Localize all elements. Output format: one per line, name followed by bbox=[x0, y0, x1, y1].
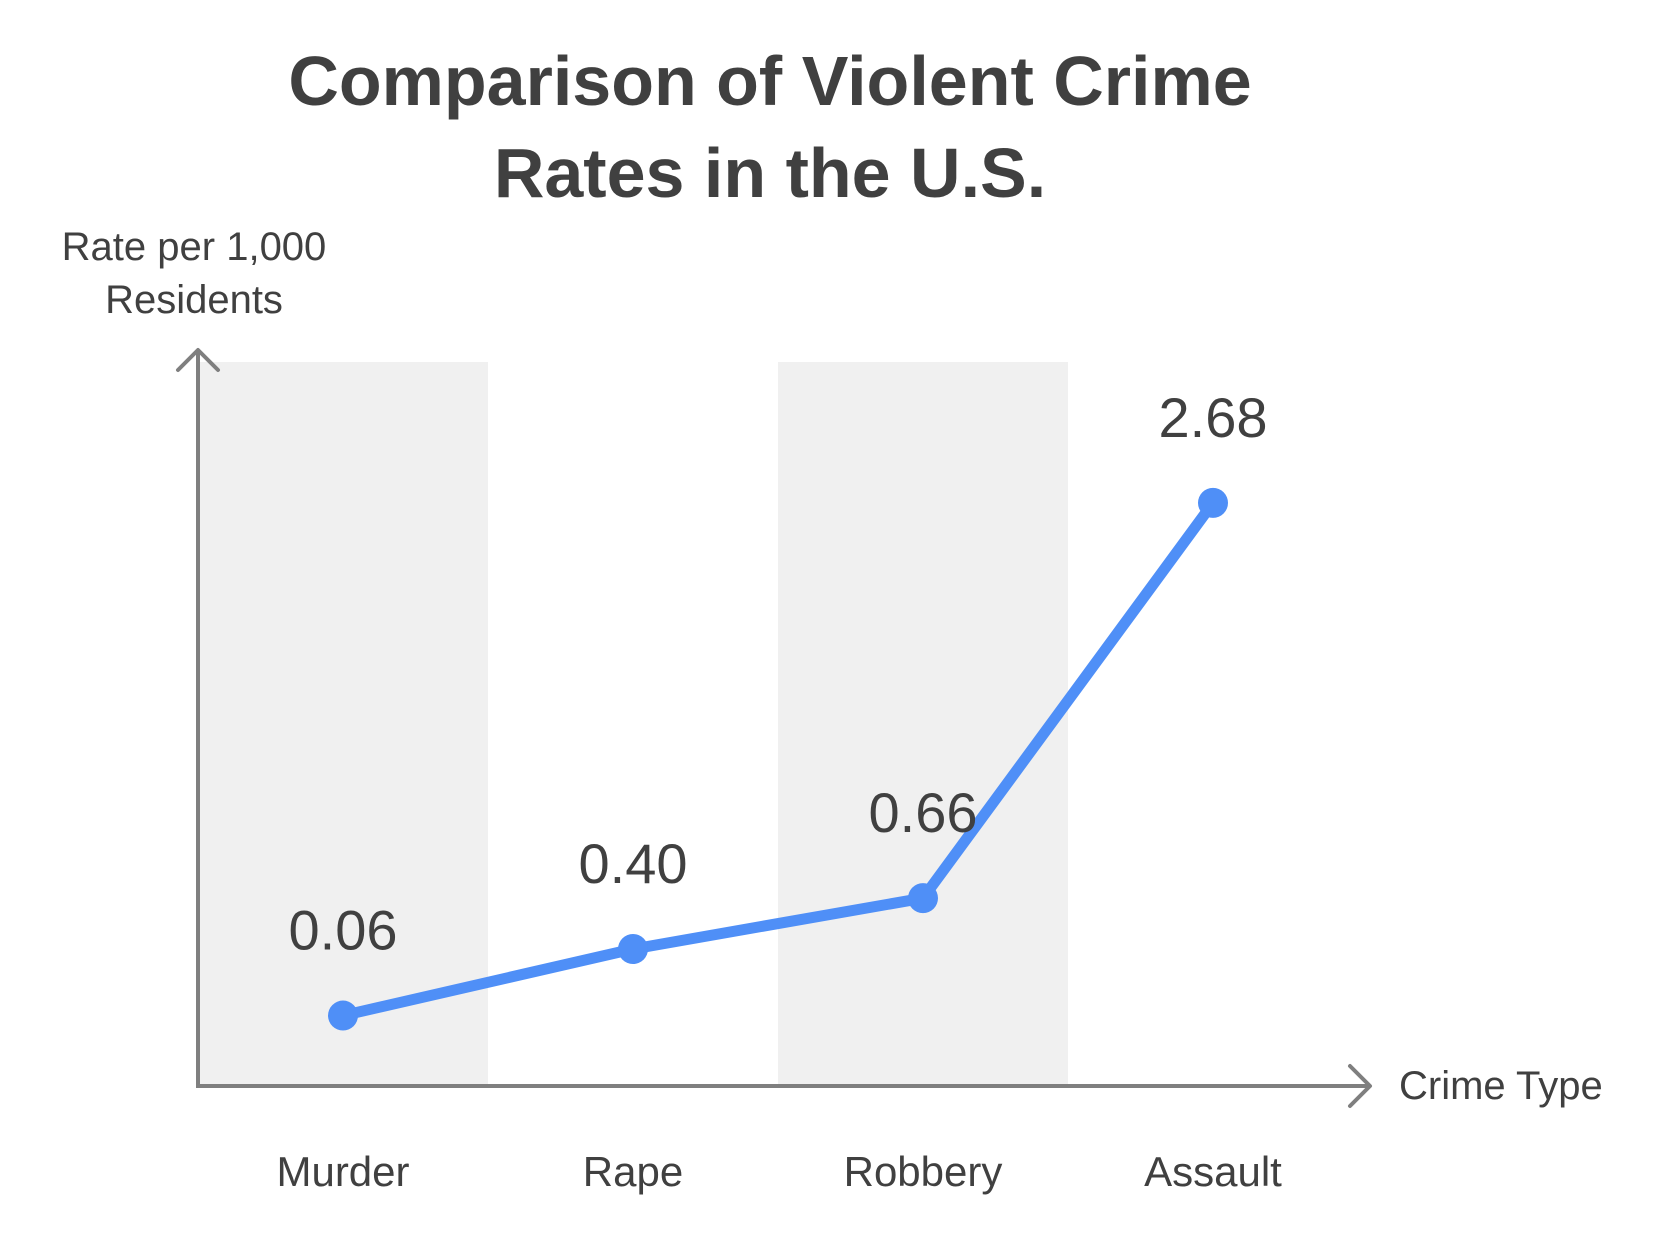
x-axis-label: Crime Type bbox=[1399, 1064, 1603, 1108]
data-label-rape: 0.40 bbox=[579, 832, 688, 895]
y-axis-label-line-2: Residents bbox=[105, 278, 283, 322]
series-line-path bbox=[337, 497, 1219, 1022]
data-points bbox=[328, 487, 1228, 1031]
chart-title: Comparison of Violent Crime Rates in the… bbox=[288, 42, 1251, 212]
y-axis-arrow-icon bbox=[176, 348, 220, 372]
data-point-robbery bbox=[908, 883, 938, 914]
axes bbox=[176, 348, 1372, 1108]
x-axis-arrow-icon bbox=[1348, 1064, 1372, 1108]
x-tick-label-murder: Murder bbox=[276, 1148, 409, 1195]
series-line bbox=[337, 497, 1219, 1022]
x-tick-label-assault: Assault bbox=[1144, 1148, 1282, 1195]
x-tick-label-rape: Rape bbox=[583, 1148, 683, 1195]
data-label-murder: 0.06 bbox=[289, 899, 398, 962]
chart-title-line-2: Rates in the U.S. bbox=[494, 134, 1046, 212]
data-labels: 0.06 0.40 0.66 2.68 bbox=[289, 386, 1268, 962]
category-band-robbery bbox=[778, 362, 1068, 1086]
data-label-robbery: 0.66 bbox=[869, 781, 978, 844]
data-point-assault bbox=[1198, 487, 1228, 518]
data-point-rape bbox=[618, 934, 648, 965]
chart-title-line-1: Comparison of Violent Crime bbox=[288, 42, 1251, 120]
data-point-murder bbox=[328, 1000, 358, 1031]
x-tick-label-robbery: Robbery bbox=[844, 1148, 1003, 1195]
x-tick-labels: Murder Rape Robbery Assault bbox=[276, 1148, 1282, 1195]
category-band-murder bbox=[198, 362, 488, 1086]
category-bands bbox=[198, 362, 1068, 1086]
y-axis-label-line-1: Rate per 1,000 bbox=[62, 225, 327, 269]
data-label-assault: 2.68 bbox=[1159, 386, 1268, 449]
y-axis-label: Rate per 1,000 Residents bbox=[62, 225, 327, 322]
